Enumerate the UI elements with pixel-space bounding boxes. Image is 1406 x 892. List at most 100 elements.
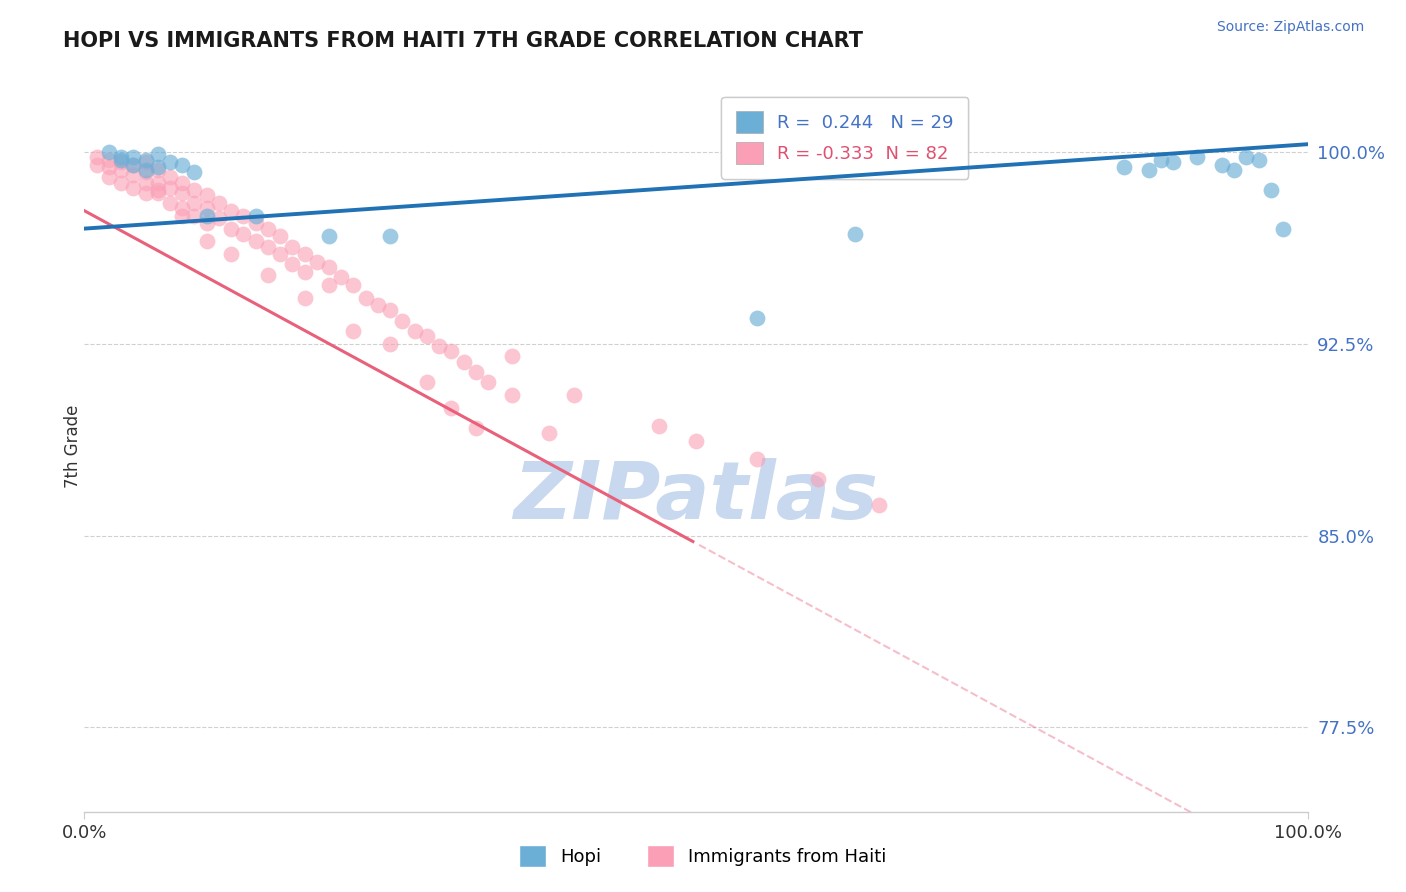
Point: [159, 155, 181, 169]
Point: [146, 160, 169, 174]
Point: [1247, 153, 1270, 167]
Point: [146, 186, 169, 200]
Point: [453, 354, 475, 368]
Point: [342, 277, 364, 292]
Point: [747, 311, 769, 326]
Point: [342, 324, 364, 338]
Text: ZIPatlas: ZIPatlas: [513, 458, 879, 536]
Point: [172, 186, 194, 200]
Point: [294, 265, 316, 279]
Point: [281, 257, 304, 271]
Point: [195, 188, 218, 202]
Point: [257, 268, 280, 282]
Point: [502, 388, 524, 402]
Point: [122, 150, 145, 164]
Point: [367, 298, 389, 312]
Point: [1137, 162, 1160, 177]
Point: [86, 150, 108, 164]
Point: [685, 434, 707, 448]
Point: [354, 291, 377, 305]
Text: HOPI VS IMMIGRANTS FROM HAITI 7TH GRADE CORRELATION CHART: HOPI VS IMMIGRANTS FROM HAITI 7TH GRADE …: [63, 31, 863, 51]
Point: [110, 155, 132, 169]
Point: [1114, 160, 1136, 174]
Point: [146, 176, 169, 190]
Point: [172, 176, 194, 190]
Point: [135, 176, 157, 190]
Text: Source: ZipAtlas.com: Source: ZipAtlas.com: [1216, 20, 1364, 34]
Point: [183, 165, 205, 179]
Point: [146, 147, 169, 161]
Point: [1161, 155, 1184, 169]
Point: [110, 150, 132, 164]
Point: [208, 211, 231, 226]
Point: [135, 153, 157, 167]
Point: [159, 170, 181, 185]
Point: [135, 186, 157, 200]
Point: [807, 472, 830, 486]
Point: [269, 229, 291, 244]
Point: [172, 158, 194, 172]
Point: [86, 158, 108, 172]
Point: [122, 158, 145, 172]
Point: [97, 145, 120, 159]
Point: [245, 209, 267, 223]
Point: [183, 209, 205, 223]
Point: [380, 336, 402, 351]
Point: [195, 235, 218, 249]
Point: [159, 180, 181, 194]
Point: [172, 209, 194, 223]
Point: [232, 209, 254, 223]
Point: [294, 247, 316, 261]
Point: [404, 324, 426, 338]
Point: [869, 498, 891, 512]
Point: [502, 350, 524, 364]
Point: [135, 155, 157, 169]
Point: [269, 247, 291, 261]
Point: [195, 209, 218, 223]
Point: [391, 314, 413, 328]
Legend: Hopi, Immigrants from Haiti: Hopi, Immigrants from Haiti: [512, 838, 894, 874]
Point: [562, 388, 585, 402]
Point: [146, 183, 169, 197]
Point: [208, 196, 231, 211]
Point: [195, 217, 218, 231]
Point: [172, 201, 194, 215]
Point: [1150, 153, 1173, 167]
Point: [477, 375, 499, 389]
Point: [380, 303, 402, 318]
Point: [97, 153, 120, 167]
Point: [464, 421, 486, 435]
Point: [747, 451, 769, 466]
Point: [294, 291, 316, 305]
Point: [122, 168, 145, 182]
Point: [427, 339, 450, 353]
Point: [257, 221, 280, 235]
Point: [183, 183, 205, 197]
Point: [110, 162, 132, 177]
Point: [219, 203, 242, 218]
Y-axis label: 7th Grade: 7th Grade: [65, 404, 82, 488]
Point: [330, 270, 353, 285]
Point: [1236, 150, 1258, 164]
Legend: R =  0.244   N = 29, R = -0.333  N = 82: R = 0.244 N = 29, R = -0.333 N = 82: [721, 96, 969, 178]
Point: [281, 239, 304, 253]
Point: [110, 176, 132, 190]
Point: [305, 255, 328, 269]
Point: [97, 170, 120, 185]
Point: [440, 401, 463, 415]
Point: [195, 201, 218, 215]
Point: [1260, 183, 1282, 197]
Point: [1211, 158, 1233, 172]
Point: [1272, 221, 1295, 235]
Point: [135, 162, 157, 177]
Point: [318, 277, 340, 292]
Point: [1223, 162, 1246, 177]
Point: [110, 153, 132, 167]
Point: [464, 365, 486, 379]
Point: [318, 229, 340, 244]
Point: [245, 235, 267, 249]
Point: [122, 158, 145, 172]
Point: [648, 418, 671, 433]
Point: [416, 375, 439, 389]
Point: [97, 160, 120, 174]
